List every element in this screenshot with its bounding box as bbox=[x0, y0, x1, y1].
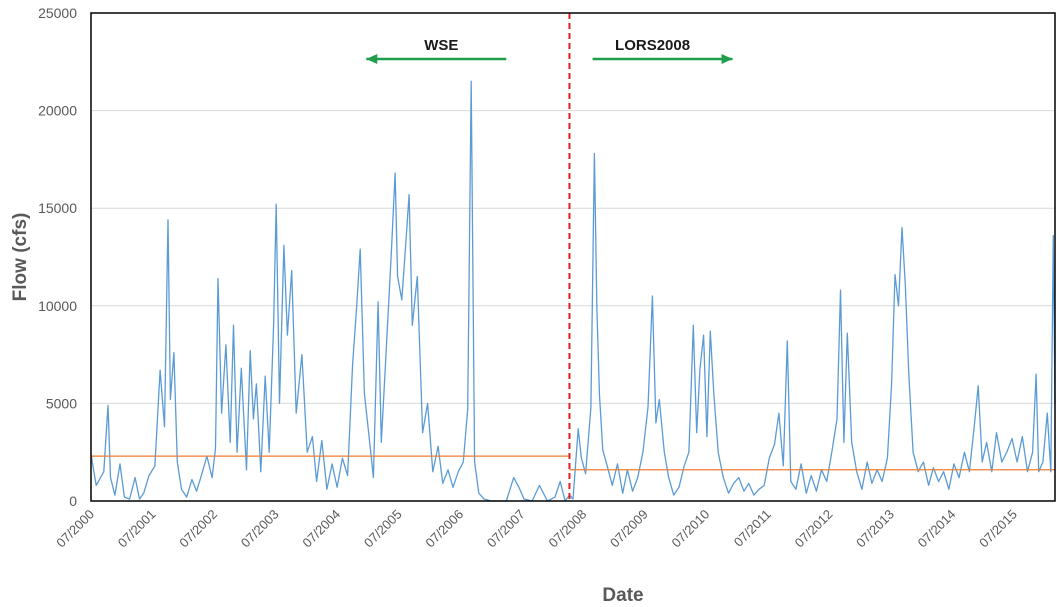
x-tick-label: 07/2013 bbox=[853, 507, 897, 551]
y-tick-label: 10000 bbox=[38, 298, 77, 314]
annotation-label: LORS2008 bbox=[615, 37, 690, 54]
gridlines bbox=[91, 12, 1055, 502]
x-tick-label: 07/2015 bbox=[976, 507, 1020, 551]
arrow-head bbox=[721, 54, 733, 64]
y-tick-label: 0 bbox=[69, 493, 77, 509]
flow-line bbox=[90, 80, 1056, 502]
x-tick-label: 07/2010 bbox=[669, 507, 713, 551]
x-tick-label: 07/2014 bbox=[915, 507, 959, 551]
y-tick-labels: 0 5000 10000 15000 20000 25000 bbox=[38, 5, 77, 509]
y-tick-label: 5000 bbox=[46, 395, 77, 411]
x-tick-label: 07/2008 bbox=[546, 507, 590, 551]
annotations: WSE LORS2008 bbox=[366, 13, 733, 501]
y-tick-label: 15000 bbox=[38, 200, 77, 216]
x-tick-label: 07/2002 bbox=[176, 507, 220, 551]
annotation-label: WSE bbox=[424, 37, 458, 54]
y-tick-label: 20000 bbox=[38, 103, 77, 119]
x-tick-label: 07/2003 bbox=[238, 507, 282, 551]
x-tick-label: 07/2006 bbox=[422, 507, 466, 551]
flow-series bbox=[90, 80, 1056, 502]
x-tick-label: 07/2009 bbox=[607, 507, 651, 551]
x-tick-label: 07/2007 bbox=[484, 507, 528, 551]
x-tick-label: 07/2005 bbox=[361, 507, 405, 551]
arrow-head bbox=[366, 54, 378, 64]
y-tick-label: 25000 bbox=[38, 5, 77, 21]
x-tick-label: 07/2004 bbox=[299, 507, 343, 551]
x-tick-label: 07/2001 bbox=[115, 507, 159, 551]
x-tick-label: 07/2000 bbox=[53, 507, 97, 551]
x-tick-labels: 07/2000 07/2001 07/2002 07/2003 07/2004 07/20… bbox=[53, 507, 1020, 551]
y-axis-title: Flow (cfs) bbox=[10, 213, 31, 302]
x-tick-label: 07/2012 bbox=[792, 507, 836, 551]
x-axis-title: Date bbox=[602, 585, 643, 606]
x-tick-label: 07/2011 bbox=[731, 507, 774, 550]
plot-frame bbox=[90, 12, 1056, 502]
